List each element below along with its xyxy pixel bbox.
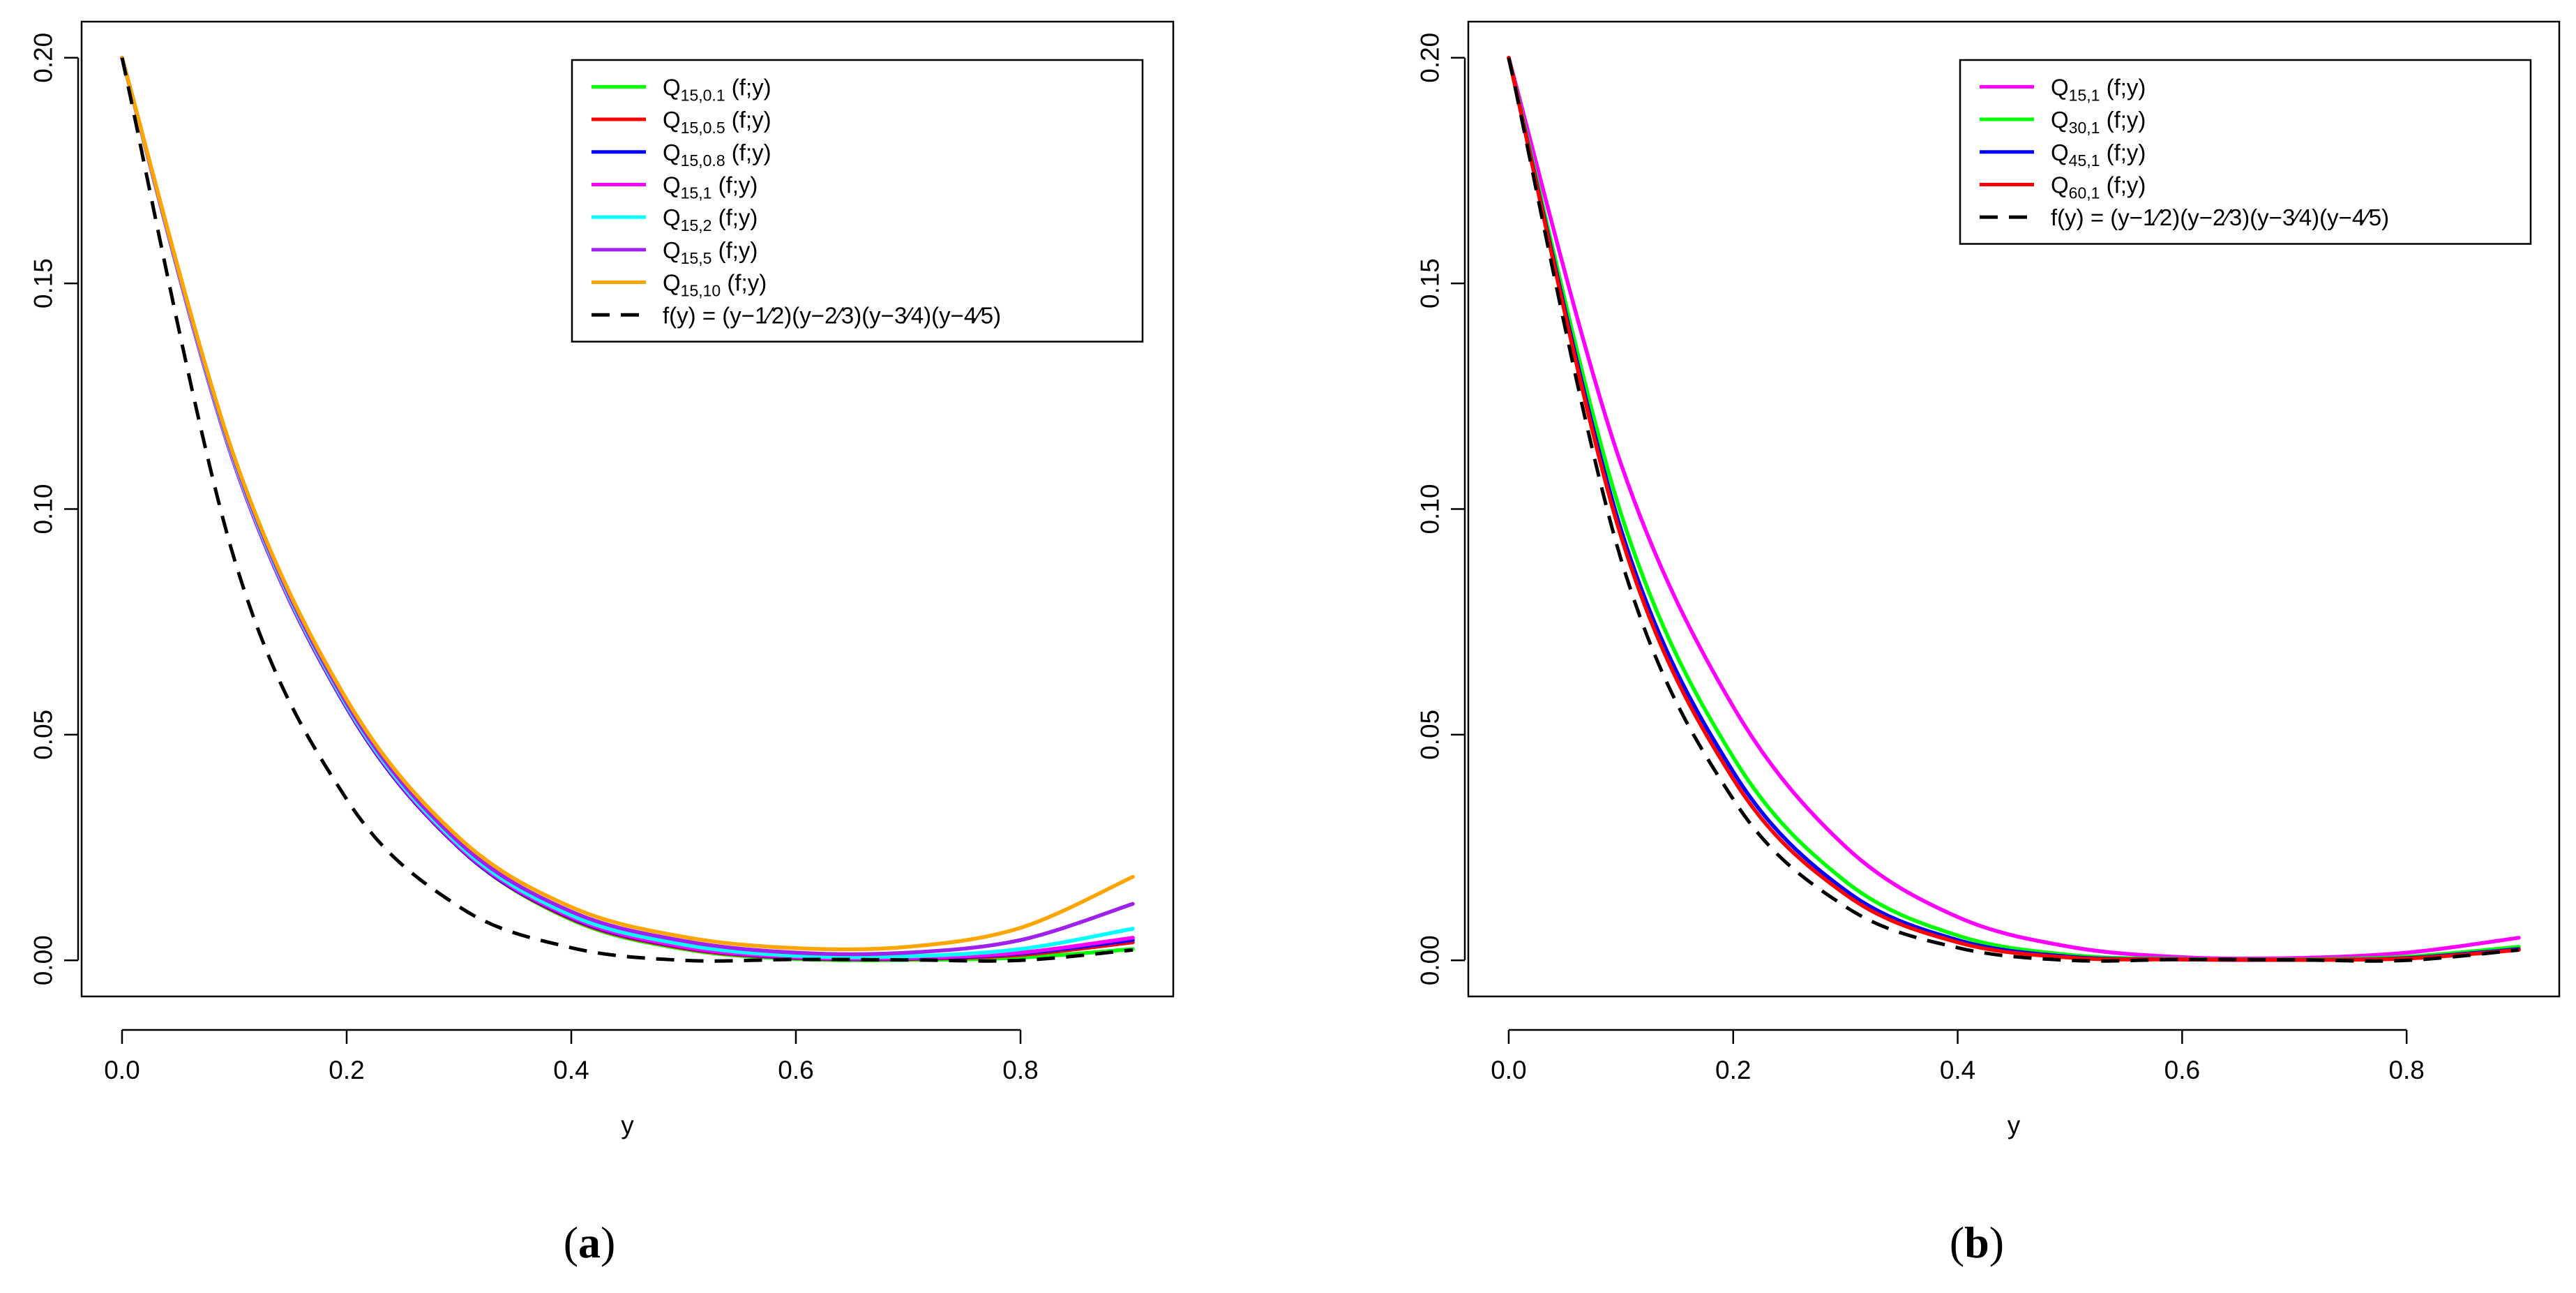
x-tick-label: 0.0 [104, 1056, 140, 1084]
chart-panel-a: 0.0 0.2 0.4 0.6 0.8 y 0.00 0.05 0.10 0.15 0.20 Q15,… [29, 20, 1175, 1267]
y-tick-label: 0.20 [29, 33, 58, 83]
legend-box [1959, 59, 2532, 245]
x-tick-label: 0.0 [1491, 1056, 1526, 1084]
y-tick-label: 0.00 [29, 935, 58, 985]
y-tick-label: 0.15 [1416, 258, 1445, 308]
x-axis: 0.0 0.2 0.4 0.6 0.8 y [1491, 1029, 2425, 1139]
legend-label-2: Q45,1 (f;y) [2051, 140, 2146, 170]
legend-label-7: f(y) = (y−1⁄2)(y−2⁄3)(y−3⁄4)(y−4⁄5) [663, 302, 1001, 328]
series-group [1507, 55, 2521, 963]
x-tick-label: 0.8 [1002, 1056, 1038, 1084]
legend-label-2: Q15,0.8 (f;y) [663, 140, 771, 170]
legend-label-4: Q15,2 (f;y) [663, 204, 758, 234]
legend-label-0: Q15,0.1 (f;y) [663, 74, 771, 104]
x-tick-label: 0.4 [1940, 1056, 1975, 1084]
legend-label-1: Q15,0.5 (f;y) [663, 107, 771, 137]
panel-caption: (b) [1950, 1218, 2004, 1267]
y-tick-label: 0.10 [29, 484, 58, 534]
plot-frame [1467, 20, 2561, 998]
series-line-7 [120, 57, 1133, 963]
y-tick-label: 0.15 [29, 258, 58, 308]
series-line-6 [120, 55, 1135, 952]
series-line-4 [1507, 57, 2519, 963]
x-tick-label: 0.6 [2164, 1056, 2200, 1084]
y-tick-label: 0.00 [1416, 935, 1445, 985]
x-tick-label: 0.2 [329, 1056, 364, 1084]
legend-label-3: Q60,1 (f;y) [2051, 172, 2146, 202]
plot-frame [80, 20, 1175, 998]
legend-label-1: Q30,1 (f;y) [2051, 107, 2146, 137]
x-axis-label: y [2008, 1111, 2021, 1139]
x-tick-label: 0.4 [553, 1056, 589, 1084]
panel-caption: (a) [564, 1218, 616, 1267]
legend-label-4: f(y) = (y−1⁄2)(y−2⁄3)(y−3⁄4)(y−4⁄5) [2051, 204, 2389, 230]
x-axis-label: y [621, 1111, 634, 1139]
legend-box [571, 59, 1144, 343]
y-tick-label: 0.05 [29, 710, 58, 760]
legend-label-6: Q15,10 (f;y) [663, 270, 767, 300]
series-group [120, 55, 1135, 963]
chart-panel-b: 0.0 0.2 0.4 0.6 0.8 y 0.00 0.05 0.10 0.15 0.20 Q15,… [1416, 20, 2561, 1267]
x-tick-label: 0.6 [778, 1056, 813, 1084]
x-tick-label: 0.2 [1715, 1056, 1751, 1084]
y-tick-label: 0.20 [1416, 33, 1445, 83]
y-axis: 0.00 0.05 0.10 0.15 0.20 [29, 33, 80, 985]
legend-label-0: Q15,1 (f;y) [2051, 74, 2146, 104]
legend: Q15,1 (f;y)Q30,1 (f;y)Q45,1 (f;y)Q60,1 (… [1959, 59, 2532, 245]
y-tick-label: 0.10 [1416, 484, 1445, 534]
legend: Q15,0.1 (f;y)Q15,0.5 (f;y)Q15,0.8 (f;y)Q… [571, 59, 1144, 343]
y-tick-label: 0.05 [1416, 710, 1445, 760]
x-tick-label: 0.8 [2388, 1056, 2424, 1084]
legend-label-3: Q15,1 (f;y) [663, 172, 758, 202]
y-axis: 0.00 0.05 0.10 0.15 0.20 [1416, 33, 1466, 985]
x-axis: 0.0 0.2 0.4 0.6 0.8 y [104, 1029, 1039, 1139]
legend-label-5: Q15,5 (f;y) [663, 237, 758, 267]
